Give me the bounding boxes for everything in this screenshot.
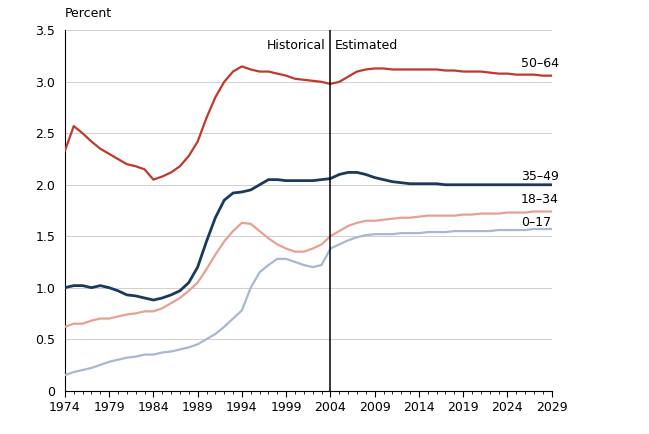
Text: 50–64: 50–64 [520,57,559,70]
Text: Estimated: Estimated [335,39,398,52]
Text: Historical: Historical [267,39,326,52]
Text: 35–49: 35–49 [520,170,559,183]
Text: 18–34: 18–34 [520,193,559,206]
Text: 0–17: 0–17 [520,216,551,229]
Text: Percent: Percent [65,7,112,20]
